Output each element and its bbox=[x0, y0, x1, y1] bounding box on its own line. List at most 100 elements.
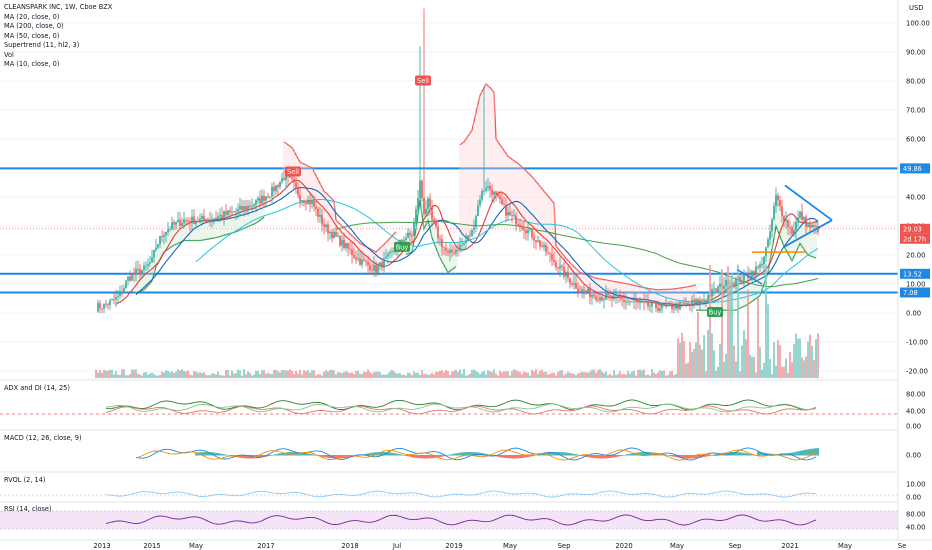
macd-histogram-bar bbox=[591, 455, 593, 458]
volume-bar bbox=[339, 372, 341, 378]
candle bbox=[599, 297, 601, 301]
candle bbox=[679, 301, 681, 310]
candle bbox=[135, 268, 137, 275]
candle bbox=[771, 219, 773, 232]
candle bbox=[633, 300, 635, 302]
candle bbox=[103, 303, 105, 309]
macd-histogram-bar bbox=[217, 453, 219, 456]
rsi-pane-title[interactable]: RSI (14, close) bbox=[4, 505, 52, 513]
candle bbox=[329, 231, 331, 234]
volume-bar bbox=[245, 374, 247, 378]
candle bbox=[651, 302, 653, 307]
volume-bar bbox=[553, 372, 555, 378]
macd-histogram-bar bbox=[719, 453, 721, 456]
macd-pane-title[interactable]: MACD (12, 26, close, 9) bbox=[4, 434, 82, 442]
macd-histogram-bar bbox=[741, 452, 743, 456]
rvol-pane-title[interactable]: RVOL (2, 14) bbox=[4, 476, 46, 484]
macd-histogram-bar bbox=[737, 452, 739, 456]
volume-bar bbox=[283, 370, 285, 378]
volume-bar bbox=[513, 369, 515, 378]
volume-bar bbox=[321, 375, 323, 378]
volume-bar bbox=[451, 371, 453, 378]
candle bbox=[221, 215, 223, 218]
candle bbox=[299, 195, 301, 202]
volume-bar bbox=[347, 372, 349, 378]
volume-bar bbox=[631, 371, 633, 378]
volume-bar bbox=[455, 369, 457, 378]
candle bbox=[613, 295, 615, 300]
volume-bar bbox=[311, 370, 313, 378]
volume-bar bbox=[457, 371, 459, 378]
candle bbox=[673, 308, 675, 310]
volume-bar bbox=[407, 372, 409, 378]
volume-bar bbox=[815, 339, 817, 378]
volume-bar bbox=[573, 373, 575, 378]
volume-bar bbox=[259, 374, 261, 378]
volume-bar bbox=[603, 373, 605, 378]
candle bbox=[169, 229, 171, 231]
candle bbox=[303, 200, 305, 203]
macd-histogram-bar bbox=[437, 455, 439, 458]
volume-bar bbox=[303, 370, 305, 378]
candle bbox=[271, 186, 273, 197]
triangle-lower bbox=[784, 219, 833, 248]
indicator-ma10[interactable]: MA (10, close, 0) bbox=[4, 60, 60, 68]
candle bbox=[489, 185, 491, 190]
macd-histogram-bar bbox=[225, 454, 227, 456]
candle bbox=[199, 218, 201, 222]
indicator-ma20[interactable]: MA (20, close, 0) bbox=[4, 12, 60, 21]
volume-bar bbox=[505, 371, 507, 378]
macd-histogram-bar bbox=[449, 454, 451, 456]
candle bbox=[705, 299, 707, 301]
candle bbox=[779, 200, 781, 207]
macd-histogram-bar bbox=[273, 454, 275, 456]
volume-bar bbox=[557, 371, 559, 378]
macd-histogram-bar bbox=[805, 449, 807, 456]
macd-histogram-bar bbox=[425, 455, 427, 459]
volume-bar bbox=[499, 370, 501, 378]
indicator-ma50[interactable]: MA (50, close, 0) bbox=[4, 31, 60, 40]
candle bbox=[193, 216, 195, 225]
candle bbox=[237, 208, 239, 212]
rvol-tick-label: 10.00 bbox=[906, 481, 925, 489]
macd-histogram-bar bbox=[453, 453, 455, 456]
volume-bar bbox=[811, 345, 813, 378]
macd-histogram-bar bbox=[791, 452, 793, 456]
volume-bar bbox=[655, 373, 657, 378]
volume-bar bbox=[757, 298, 759, 378]
volume-bar bbox=[439, 370, 441, 378]
volume-bar bbox=[807, 341, 809, 378]
volume-bar bbox=[199, 372, 201, 378]
candle bbox=[743, 273, 745, 281]
indicator-vol[interactable]: Vol bbox=[4, 50, 14, 59]
volume-bar bbox=[761, 369, 763, 378]
volume-bar bbox=[637, 370, 639, 378]
candle bbox=[477, 205, 479, 217]
symbol-title[interactable]: CLEANSPARK INC, 1W, Cboe BZX bbox=[4, 3, 113, 11]
candle bbox=[657, 308, 659, 311]
volume-bar bbox=[355, 371, 357, 378]
candle bbox=[295, 182, 297, 188]
indicator-ma200[interactable]: MA (200, close, 0) bbox=[4, 22, 64, 30]
volume-bar bbox=[571, 373, 573, 378]
volume-bar bbox=[241, 375, 243, 378]
volume-bar bbox=[119, 374, 121, 378]
macd-histogram-bar bbox=[795, 451, 797, 456]
volume-bar bbox=[521, 374, 523, 378]
adx-pane-title[interactable]: ADX and DI (14, 25) bbox=[4, 384, 70, 392]
candle bbox=[127, 276, 129, 281]
volume-bar bbox=[101, 372, 103, 378]
macd-histogram-bar bbox=[813, 448, 815, 456]
macd-histogram-bar bbox=[465, 452, 467, 456]
volume-bar bbox=[289, 369, 291, 378]
volume-bar bbox=[613, 370, 615, 378]
volume-bar bbox=[797, 338, 799, 378]
indicator-supertrend[interactable]: Supertrend (11, hl2, 3) bbox=[4, 41, 80, 49]
volume-bar bbox=[581, 371, 583, 378]
candle bbox=[255, 200, 257, 205]
candle bbox=[591, 294, 593, 298]
volume-bar bbox=[511, 370, 513, 378]
macd-histogram-bar bbox=[357, 455, 359, 456]
candle bbox=[507, 212, 509, 216]
